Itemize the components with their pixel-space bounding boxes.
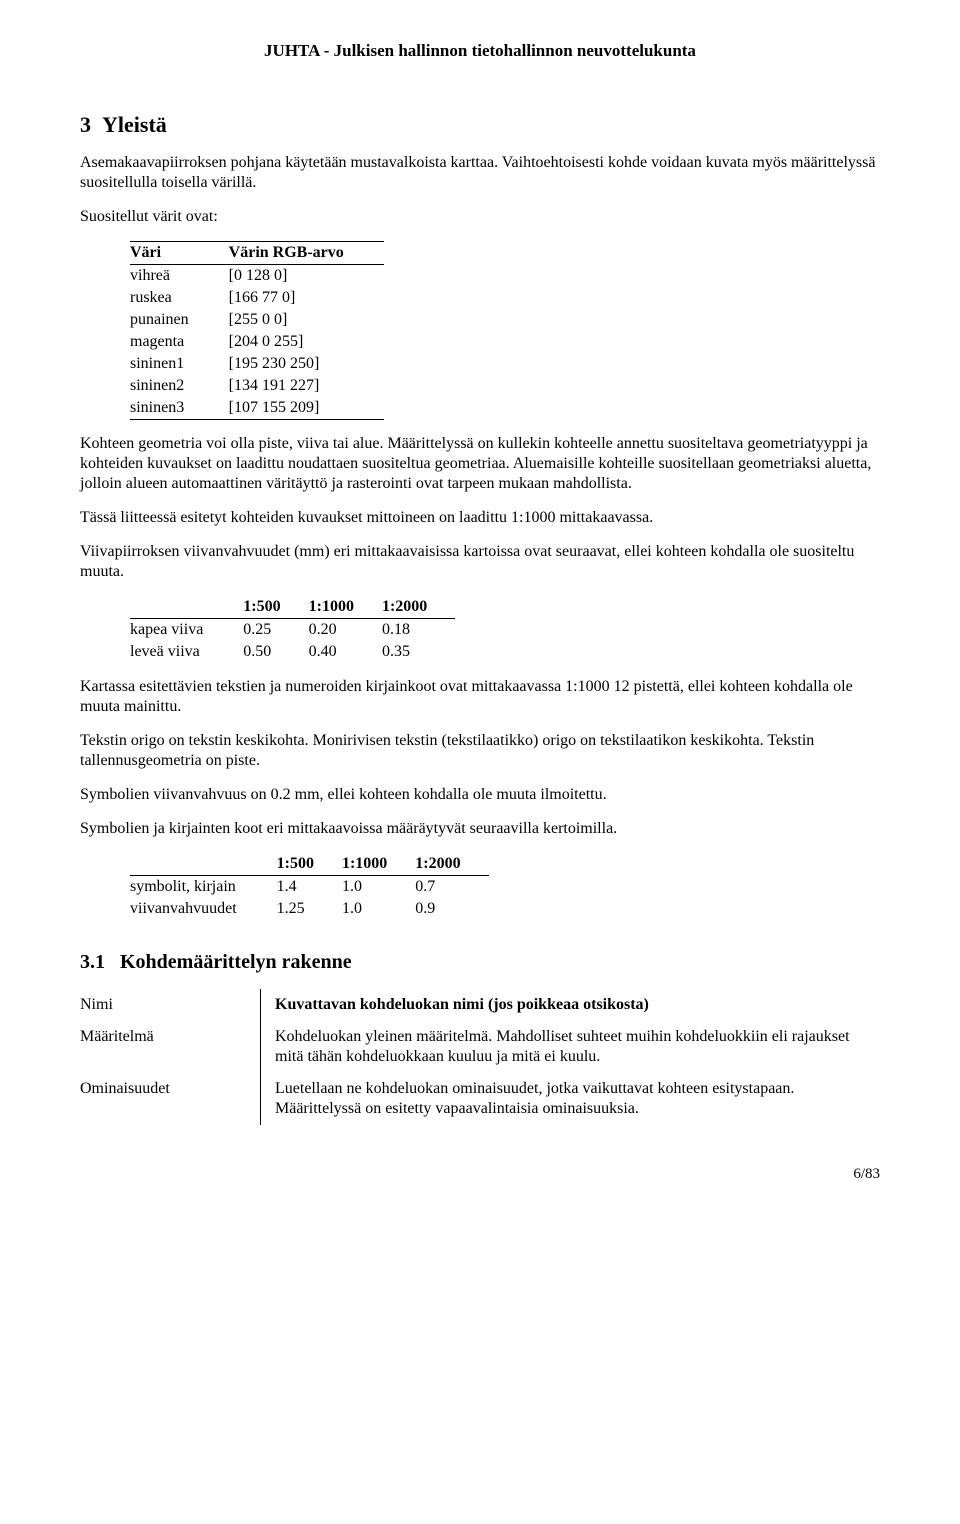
- coefficient-table: 1:500 1:1000 1:2000 symbolit, kirjain 1.…: [130, 853, 489, 920]
- cell: kapea viiva: [130, 619, 243, 641]
- paragraph-geometry: Kohteen geometria voi olla piste, viiva …: [80, 434, 880, 494]
- cell: 1.0: [342, 876, 415, 898]
- def-maaritelma: Kohdeluokan yleinen määritelmä. Mahdolli…: [261, 1021, 881, 1073]
- cell: 0.9: [415, 898, 488, 920]
- paragraph-viiva: Viivapiirroksen viivanvahvuudet (mm) eri…: [80, 542, 880, 582]
- paragraph-kirjainkoot: Kartassa esitettävien tekstien ja numero…: [80, 677, 880, 717]
- cell: viivanvahvuudet: [130, 898, 277, 920]
- cell: [134 191 227]: [229, 375, 384, 397]
- cell: 0.50: [243, 641, 308, 663]
- term-nimi: Nimi: [80, 989, 261, 1021]
- cell: vihreä: [130, 264, 229, 287]
- cell: [0 128 0]: [229, 264, 384, 287]
- subsection-heading: 3.1 Kohdemäärittelyn rakenne: [80, 950, 880, 975]
- cell: sininen2: [130, 375, 229, 397]
- cell: [255 0 0]: [229, 309, 384, 331]
- cell: 0.40: [309, 641, 382, 663]
- col-header-500: 1:500: [243, 596, 308, 619]
- cell: 1.25: [277, 898, 342, 920]
- table-row: sininen2[134 191 227]: [130, 375, 384, 397]
- cell: 0.25: [243, 619, 308, 641]
- table-header-row: 1:500 1:1000 1:2000: [130, 596, 455, 619]
- line-width-table: 1:500 1:1000 1:2000 kapea viiva 0.25 0.2…: [130, 596, 455, 663]
- table-row: symbolit, kirjain 1.4 1.0 0.7: [130, 876, 489, 898]
- subsection-title: Kohdemäärittelyn rakenne: [120, 951, 352, 973]
- cell: [204 0 255]: [229, 331, 384, 353]
- cell: 0.20: [309, 619, 382, 641]
- paragraph-intro-2: Suositellut värit ovat:: [80, 207, 880, 227]
- paragraph-symbol-koot: Symbolien ja kirjainten koot eri mittaka…: [80, 819, 880, 839]
- table-row: Määritelmä Kohdeluokan yleinen määritelm…: [80, 1021, 880, 1073]
- table-row: punainen[255 0 0]: [130, 309, 384, 331]
- table-row: sininen3[107 155 209]: [130, 397, 384, 420]
- section-title: Yleistä: [102, 112, 167, 137]
- cell: 0.35: [382, 641, 455, 663]
- table-row: viivanvahvuudet 1.25 1.0 0.9: [130, 898, 489, 920]
- table-row: Nimi Kuvattavan kohdeluokan nimi (jos po…: [80, 989, 880, 1021]
- table-row: magenta[204 0 255]: [130, 331, 384, 353]
- cell: 1.0: [342, 898, 415, 920]
- cell: ruskea: [130, 287, 229, 309]
- cell: magenta: [130, 331, 229, 353]
- cell: leveä viiva: [130, 641, 243, 663]
- cell: [195 230 250]: [229, 353, 384, 375]
- cell: 0.7: [415, 876, 488, 898]
- col-header-1000: 1:1000: [342, 853, 415, 876]
- cell: [107 155 209]: [229, 397, 384, 420]
- section-number: 3: [80, 112, 91, 137]
- definition-table: Nimi Kuvattavan kohdeluokan nimi (jos po…: [80, 989, 880, 1125]
- term-ominaisuudet: Ominaisuudet: [80, 1073, 261, 1125]
- def-ominaisuudet: Luetellaan ne kohdeluokan ominaisuudet, …: [261, 1073, 881, 1125]
- page-number: 6/83: [80, 1165, 880, 1184]
- col-header-2000: 1:2000: [382, 596, 455, 619]
- cell: sininen1: [130, 353, 229, 375]
- cell: 1.4: [277, 876, 342, 898]
- table-row: Ominaisuudet Luetellaan ne kohdeluokan o…: [80, 1073, 880, 1125]
- paragraph-origo: Tekstin origo on tekstin keskikohta. Mon…: [80, 731, 880, 771]
- cell: punainen: [130, 309, 229, 331]
- cell: [166 77 0]: [229, 287, 384, 309]
- cell: 0.18: [382, 619, 455, 641]
- table-header-row: Väri Värin RGB-arvo: [130, 241, 384, 264]
- section-heading: 3 Yleistä: [80, 111, 880, 139]
- table-row: leveä viiva 0.50 0.40 0.35: [130, 641, 455, 663]
- table-header-row: 1:500 1:1000 1:2000: [130, 853, 489, 876]
- col-header-vari: Väri: [130, 241, 229, 264]
- table-row: ruskea[166 77 0]: [130, 287, 384, 309]
- table-row: vihreä[0 128 0]: [130, 264, 384, 287]
- col-header-rgb: Värin RGB-arvo: [229, 241, 384, 264]
- page-header: JUHTA - Julkisen hallinnon tietohallinno…: [80, 40, 880, 61]
- table-row: sininen1[195 230 250]: [130, 353, 384, 375]
- cell: sininen3: [130, 397, 229, 420]
- color-table: Väri Värin RGB-arvo vihreä[0 128 0] rusk…: [130, 241, 384, 420]
- paragraph-intro-1: Asemakaavapiirroksen pohjana käytetään m…: [80, 153, 880, 193]
- term-maaritelma: Määritelmä: [80, 1021, 261, 1073]
- subsection-number: 3.1: [80, 951, 105, 973]
- col-header-500: 1:500: [277, 853, 342, 876]
- paragraph-liite: Tässä liitteessä esitetyt kohteiden kuva…: [80, 508, 880, 528]
- paragraph-symbol-viivanvahvuus: Symbolien viivanvahvuus on 0.2 mm, ellei…: [80, 785, 880, 805]
- table-row: kapea viiva 0.25 0.20 0.18: [130, 619, 455, 641]
- def-nimi: Kuvattavan kohdeluokan nimi (jos poikkea…: [261, 989, 881, 1021]
- cell: symbolit, kirjain: [130, 876, 277, 898]
- col-header-2000: 1:2000: [415, 853, 488, 876]
- col-header-1000: 1:1000: [309, 596, 382, 619]
